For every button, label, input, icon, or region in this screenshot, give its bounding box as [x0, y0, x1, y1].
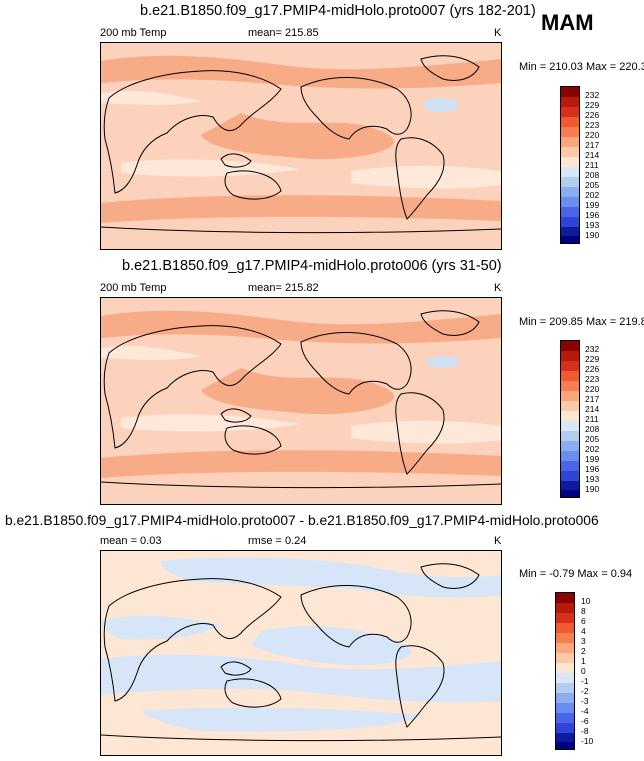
panel2-units: K	[494, 282, 502, 294]
cbar-tick: 211	[585, 414, 599, 424]
cbar-tick: 2	[581, 646, 586, 656]
cbar-tick: 229	[585, 354, 600, 364]
panel1-map	[100, 42, 502, 250]
season-label: MAM	[541, 10, 594, 35]
panel3-map	[100, 550, 502, 756]
cbar-tick: 202	[585, 444, 600, 454]
cbar-tick: 193	[585, 220, 600, 230]
cbar-tick: 202	[585, 190, 600, 200]
panel1-mean: mean= 215.85	[248, 27, 319, 39]
cbar-tick: 199	[585, 200, 600, 210]
cbar-tick: 226	[585, 364, 600, 374]
cbar-tick: 229	[585, 100, 600, 110]
cbar-tick: 1	[581, 656, 586, 666]
cbar-tick: 0	[581, 666, 586, 676]
panel2-mean: mean= 215.82	[248, 282, 319, 294]
panel3-mean: mean = 0.03	[100, 535, 162, 547]
cbar-tick: 226	[585, 110, 600, 120]
panel2-variable: 200 mb Temp	[100, 282, 167, 294]
cbar-tick: 223	[585, 374, 600, 384]
panel2-title: b.e21.B1850.f09_g17.PMIP4-midHolo.proto0…	[122, 258, 502, 274]
cbar-tick: 3	[581, 636, 586, 646]
panel1-map-svg	[101, 43, 501, 249]
cbar-tick: 208	[585, 170, 600, 180]
panel1-title: b.e21.B1850.f09_g17.PMIP4-midHolo.proto0…	[140, 3, 536, 19]
cbar-tick: -2	[581, 686, 589, 696]
panel2-map	[100, 297, 502, 505]
panel1-units: K	[494, 27, 502, 39]
cbar-tick: 232	[585, 90, 600, 100]
cbar-tick: 205	[585, 434, 600, 444]
cbar-tick: 8	[581, 606, 586, 616]
panel3-title: b.e21.B1850.f09_g17.PMIP4-midHolo.proto0…	[5, 513, 599, 528]
panel3-colorbar	[555, 592, 575, 750]
cbar-tick: 190	[585, 484, 600, 494]
cbar-tick: 214	[585, 150, 600, 160]
panel1-minmax: Min = 210.03 Max = 220.38	[519, 61, 644, 73]
cbar-tick: -6	[581, 716, 589, 726]
cbar-tick: 208	[585, 424, 600, 434]
cbar-tick: 232	[585, 344, 600, 354]
cbar-tick: 10	[581, 596, 591, 606]
panel3-units: K	[494, 535, 502, 547]
cbar-tick: 223	[585, 120, 600, 130]
panel3-minmax: Min = -0.79 Max = 0.94	[519, 568, 633, 580]
cbar-tick: 205	[585, 180, 600, 190]
panel1-colorbar	[560, 86, 580, 244]
cbar-tick: 4	[581, 626, 586, 636]
cbar-tick: 211	[585, 160, 599, 170]
panel2-minmax: Min = 209.85 Max = 219.86	[519, 316, 644, 328]
panel2-colorbar	[560, 340, 580, 498]
cbar-tick: -4	[581, 706, 589, 716]
cbar-tick: -1	[581, 676, 589, 686]
cbar-tick: 217	[585, 394, 600, 404]
cbar-tick: 220	[585, 384, 600, 394]
cbar-tick: 214	[585, 404, 600, 414]
panel3-rmse: rmse = 0.24	[248, 535, 307, 547]
cbar-tick: 6	[581, 616, 586, 626]
panel3-map-svg	[101, 551, 501, 755]
cbar-tick: -8	[581, 726, 589, 736]
cbar-tick: 199	[585, 454, 600, 464]
cbar-tick: 196	[585, 210, 600, 220]
cbar-tick: 193	[585, 474, 600, 484]
panel1-variable: 200 mb Temp	[100, 27, 167, 39]
cbar-tick: -3	[581, 696, 589, 706]
cbar-tick: 196	[585, 464, 600, 474]
cbar-tick: -10	[581, 736, 594, 746]
cbar-tick: 217	[585, 140, 600, 150]
panel2-map-svg	[101, 298, 501, 504]
cbar-tick: 220	[585, 130, 600, 140]
cbar-tick: 190	[585, 230, 600, 240]
